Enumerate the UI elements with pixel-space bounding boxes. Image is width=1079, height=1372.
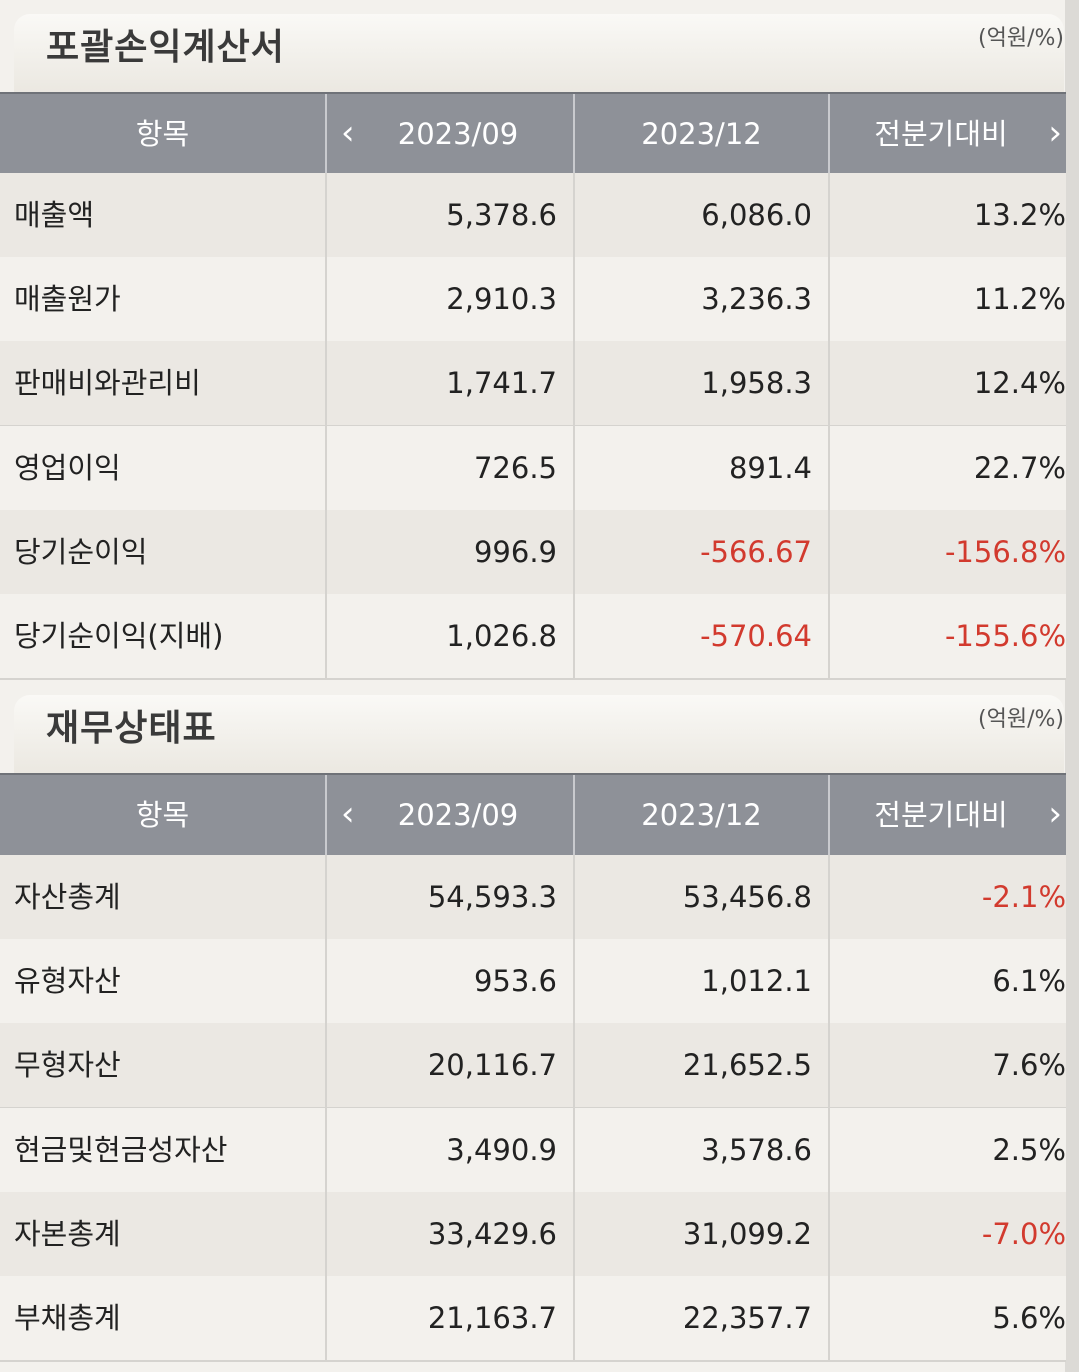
- row-label: 매출액: [14, 198, 95, 232]
- table-row: 자본총계 33,429.6 31,099.2 -7.0%: [0, 1191, 1066, 1278]
- chevron-right-icon[interactable]: ›: [1048, 794, 1062, 834]
- row-label: 당기순이익: [14, 534, 148, 569]
- header-prev-period: 2023/09: [397, 117, 519, 151]
- row-change-value: -7.0%: [828, 1191, 1066, 1276]
- right-edge: [1065, 0, 1079, 1372]
- row-prev-value: 33,429.6: [325, 1191, 573, 1276]
- table-row: 현금및현금성자산 3,490.9 3,578.6 2.5%: [0, 1107, 1066, 1194]
- prev-period-tab[interactable]: ‹ 2023/09: [325, 775, 573, 855]
- row-curr-value: 21,652.5: [573, 1023, 828, 1108]
- row-curr-value: 1,012.1: [573, 939, 828, 1024]
- row-change-value: 13.2%: [828, 173, 1066, 257]
- next-period-tab[interactable]: 전분기대비 ›: [828, 775, 1066, 855]
- row-change-value: -155.6%: [828, 594, 1066, 678]
- table-row: 당기순이익 996.9 -566.67 -156.8%: [0, 509, 1066, 596]
- row-curr-value: -566.67: [573, 509, 828, 594]
- header-prev-period: 2023/09: [397, 798, 519, 832]
- row-prev-value: 21,163.7: [325, 1276, 573, 1360]
- balance-section-header: 재무상태표 (억원/%): [14, 695, 1064, 773]
- table-row: 자산총계 54,593.3 53,456.8 -2.1%: [0, 855, 1066, 941]
- balance-unit-label: (억원/%): [978, 707, 1064, 732]
- table-row: 당기순이익(지배) 1,026.8 -570.64 -155.6%: [0, 594, 1066, 680]
- row-curr-value: 3,578.6: [573, 1107, 828, 1192]
- row-change-value: 11.2%: [828, 257, 1066, 342]
- row-label: 현금및현금성자산: [14, 1132, 228, 1167]
- header-item: 항목: [135, 117, 190, 151]
- row-prev-value: 54,593.3: [325, 855, 573, 939]
- chevron-left-icon[interactable]: ‹: [341, 113, 355, 153]
- next-period-tab[interactable]: 전분기대비 ›: [828, 94, 1066, 174]
- balance-section-title: 재무상태표: [46, 708, 217, 749]
- row-curr-value: 22,357.7: [573, 1276, 828, 1360]
- row-prev-value: 953.6: [325, 939, 573, 1024]
- header-curr-period: 2023/12: [573, 775, 828, 855]
- row-label: 부채총계: [14, 1301, 121, 1335]
- row-prev-value: 3,490.9: [325, 1107, 573, 1192]
- row-change-value: -156.8%: [828, 509, 1066, 594]
- header-item: 항목: [135, 798, 190, 832]
- row-label: 판매비와관리비: [14, 366, 201, 401]
- table-row: 영업이익 726.5 891.4 22.7%: [0, 425, 1066, 512]
- header-change: 전분기대비: [874, 798, 1008, 832]
- row-curr-value: -570.64: [573, 594, 828, 678]
- balance-table-header: 항목 ‹ 2023/09 2023/12 전분기대비 ›: [0, 773, 1066, 858]
- chevron-right-icon[interactable]: ›: [1048, 113, 1062, 153]
- row-change-value: 5.6%: [828, 1276, 1066, 1360]
- row-prev-value: 5,378.6: [325, 173, 573, 257]
- income-section-header: 포괄손익계산서 (억원/%): [14, 14, 1064, 92]
- row-curr-value: 3,236.3: [573, 257, 828, 342]
- row-curr-value: 53,456.8: [573, 855, 828, 939]
- table-row: 매출액 5,378.6 6,086.0 13.2%: [0, 173, 1066, 259]
- row-change-value: 12.4%: [828, 341, 1066, 426]
- row-label: 매출원가: [14, 282, 121, 317]
- row-prev-value: 20,116.7: [325, 1023, 573, 1108]
- row-prev-value: 996.9: [325, 509, 573, 594]
- table-row: 무형자산 20,116.7 21,652.5 7.6%: [0, 1023, 1066, 1110]
- table-row: 매출원가 2,910.3 3,236.3 11.2%: [0, 257, 1066, 344]
- row-prev-value: 1,741.7: [325, 341, 573, 426]
- row-change-value: 2.5%: [828, 1107, 1066, 1192]
- row-label: 무형자산: [14, 1048, 121, 1083]
- row-prev-value: 1,026.8: [325, 594, 573, 678]
- row-change-value: -2.1%: [828, 855, 1066, 939]
- row-change-value: 7.6%: [828, 1023, 1066, 1108]
- row-curr-value: 1,958.3: [573, 341, 828, 426]
- row-label: 당기순이익(지배): [14, 619, 224, 653]
- income-section-title: 포괄손익계산서: [46, 27, 285, 68]
- prev-period-tab[interactable]: ‹ 2023/09: [325, 94, 573, 174]
- row-curr-value: 31,099.2: [573, 1191, 828, 1276]
- table-row: 유형자산 953.6 1,012.1 6.1%: [0, 939, 1066, 1026]
- row-curr-value: 6,086.0: [573, 173, 828, 257]
- income-unit-label: (억원/%): [978, 26, 1064, 51]
- row-label: 자산총계: [14, 880, 121, 914]
- row-label: 자본총계: [14, 1216, 121, 1251]
- row-label: 영업이익: [14, 450, 121, 485]
- income-table-header: 항목 ‹ 2023/09 2023/12 전분기대비 ›: [0, 92, 1066, 177]
- row-prev-value: 726.5: [325, 425, 573, 510]
- table-row: 판매비와관리비 1,741.7 1,958.3 12.4%: [0, 341, 1066, 428]
- table-row: 부채총계 21,163.7 22,357.7 5.6%: [0, 1276, 1066, 1362]
- chevron-left-icon[interactable]: ‹: [341, 794, 355, 834]
- row-prev-value: 2,910.3: [325, 257, 573, 342]
- row-change-value: 22.7%: [828, 425, 1066, 510]
- header-curr-period: 2023/12: [573, 94, 828, 174]
- row-curr-value: 891.4: [573, 425, 828, 510]
- row-change-value: 6.1%: [828, 939, 1066, 1024]
- header-change: 전분기대비: [874, 117, 1008, 151]
- row-label: 유형자산: [14, 964, 121, 999]
